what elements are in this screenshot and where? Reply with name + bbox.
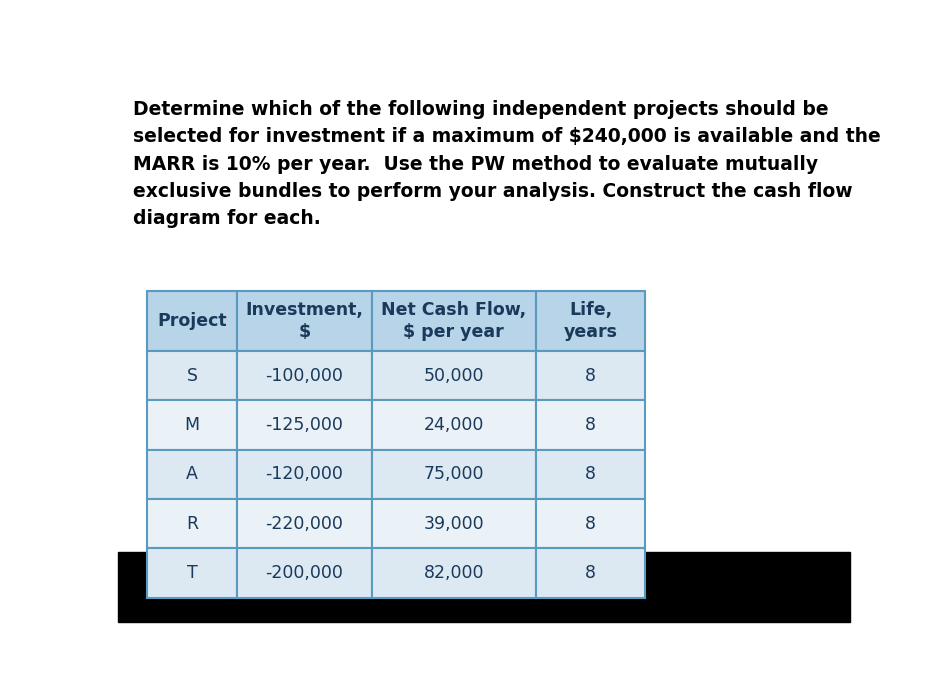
Bar (237, 449, 371, 499)
Bar (371, 291, 535, 351)
Bar (147, 291, 237, 351)
Bar (237, 499, 371, 549)
Text: 8: 8 (584, 366, 596, 384)
Bar (147, 351, 237, 401)
Text: Project: Project (158, 312, 227, 330)
Text: Life,
years: Life, years (563, 301, 617, 341)
Bar (535, 549, 645, 598)
Text: 8: 8 (584, 514, 596, 533)
Text: -120,000: -120,000 (265, 466, 343, 484)
Bar (371, 401, 535, 449)
Bar (371, 449, 535, 499)
Text: -220,000: -220,000 (265, 514, 343, 533)
Text: A: A (186, 466, 198, 484)
Text: 82,000: 82,000 (423, 564, 483, 582)
Text: 8: 8 (584, 416, 596, 434)
Text: -200,000: -200,000 (265, 564, 343, 582)
Bar (237, 549, 371, 598)
Bar (237, 291, 371, 351)
Text: 8: 8 (584, 466, 596, 484)
Bar (535, 351, 645, 401)
Bar (237, 401, 371, 449)
Bar (147, 549, 237, 598)
Text: S: S (187, 366, 197, 384)
Text: 75,000: 75,000 (423, 466, 483, 484)
Text: Determine which of the following independent projects should be
selected for inv: Determine which of the following indepen… (132, 100, 880, 228)
Text: 24,000: 24,000 (423, 416, 483, 434)
Bar (237, 351, 371, 401)
Bar (147, 499, 237, 549)
Bar (535, 499, 645, 549)
Text: 39,000: 39,000 (423, 514, 483, 533)
Text: 50,000: 50,000 (423, 366, 483, 384)
Text: T: T (187, 564, 197, 582)
Bar (118, 552, 850, 622)
Bar (371, 351, 535, 401)
Bar (147, 449, 237, 499)
Bar (535, 401, 645, 449)
Bar (535, 449, 645, 499)
Text: -125,000: -125,000 (265, 416, 343, 434)
Text: 8: 8 (584, 564, 596, 582)
Text: R: R (186, 514, 198, 533)
Text: Net Cash Flow,
$ per year: Net Cash Flow, $ per year (380, 301, 526, 341)
Text: M: M (184, 416, 199, 434)
Text: Investment,
$: Investment, $ (245, 301, 362, 341)
Bar (371, 499, 535, 549)
Bar (147, 401, 237, 449)
Bar (535, 291, 645, 351)
Bar (371, 549, 535, 598)
Text: -100,000: -100,000 (265, 366, 343, 384)
